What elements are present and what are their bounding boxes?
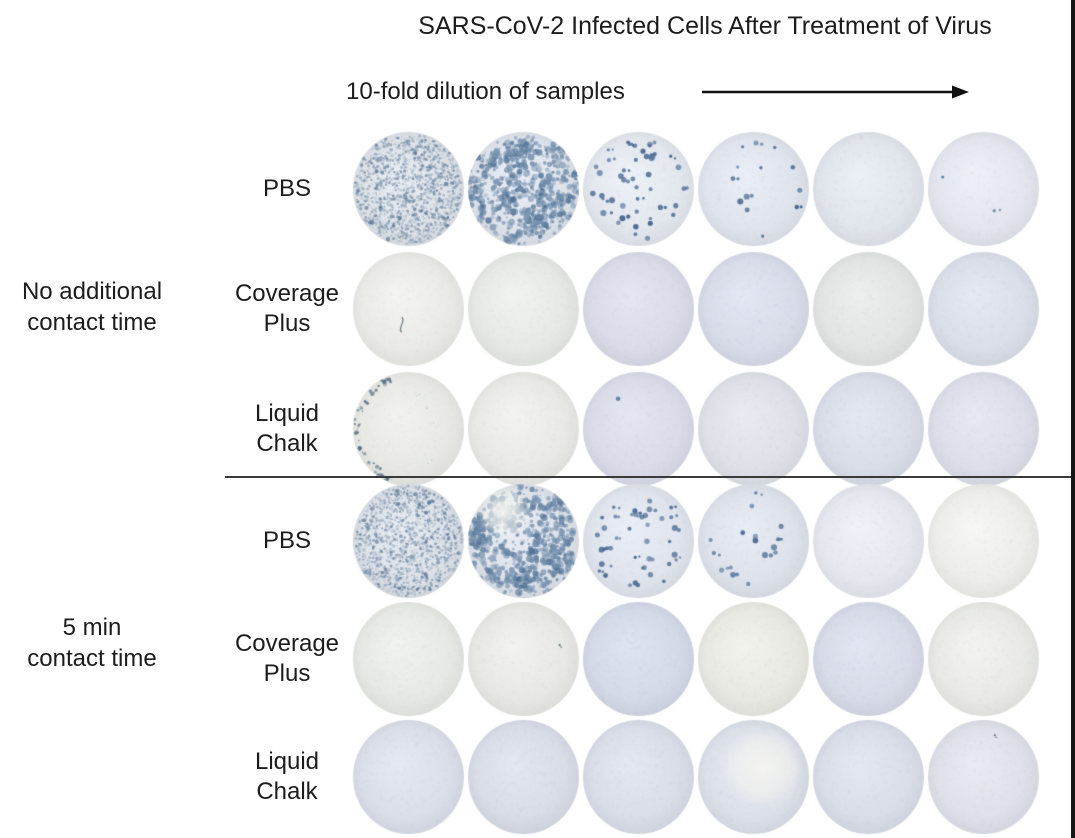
group-label: 5 min contact time bbox=[4, 612, 180, 674]
row-label-line: PBS bbox=[262, 527, 312, 554]
assay-well bbox=[352, 131, 465, 247]
assay-well bbox=[352, 483, 465, 599]
assay-well bbox=[812, 483, 925, 599]
dilution-label: 10-fold dilution of samples bbox=[346, 78, 625, 105]
group-label-line: contact time bbox=[27, 645, 157, 672]
assay-well bbox=[352, 601, 465, 717]
row-label: Liquid Chalk bbox=[212, 747, 362, 807]
assay-well bbox=[352, 371, 465, 487]
assay-well bbox=[927, 483, 1040, 599]
assay-well bbox=[927, 601, 1040, 717]
assay-well bbox=[697, 251, 810, 367]
frame-right-border bbox=[1071, 0, 1075, 838]
row-label: PBS bbox=[212, 174, 362, 204]
assay-well bbox=[582, 131, 695, 247]
row-label-line: Coverage bbox=[234, 280, 340, 307]
row-label-line: Liquid bbox=[254, 748, 320, 775]
assay-well bbox=[812, 371, 925, 487]
assay-well bbox=[697, 719, 810, 835]
assay-well bbox=[812, 131, 925, 247]
assay-well bbox=[352, 251, 465, 367]
assay-well bbox=[582, 719, 695, 835]
assay-well bbox=[467, 719, 580, 835]
assay-well bbox=[927, 251, 1040, 367]
assay-well bbox=[352, 719, 465, 835]
assay-well bbox=[467, 483, 580, 599]
assay-well bbox=[927, 719, 1040, 835]
row-label-line: Chalk bbox=[256, 430, 318, 457]
assay-well bbox=[467, 371, 580, 487]
row-label: Liquid Chalk bbox=[212, 399, 362, 459]
assay-well bbox=[697, 371, 810, 487]
right-arrow-icon bbox=[702, 85, 969, 99]
group-divider bbox=[225, 476, 1072, 478]
figure-title: SARS-CoV-2 Infected Cells After Treatmen… bbox=[418, 12, 992, 40]
row-label: PBS bbox=[212, 526, 362, 556]
group-label-line: No additional bbox=[21, 278, 163, 305]
group-label-line: 5 min bbox=[62, 614, 122, 641]
row-label-line: Plus bbox=[263, 660, 311, 687]
row-label: Coverage Plus bbox=[212, 629, 362, 689]
row-label-line: Chalk bbox=[256, 778, 318, 805]
group-label: No additional contact time bbox=[4, 276, 180, 338]
assay-well bbox=[927, 371, 1040, 487]
row-label-line: Coverage bbox=[234, 630, 340, 657]
row-label-line: PBS bbox=[262, 175, 312, 202]
assay-well bbox=[582, 251, 695, 367]
row-label: Coverage Plus bbox=[212, 279, 362, 339]
group-label-line: contact time bbox=[27, 309, 157, 336]
assay-well bbox=[697, 483, 810, 599]
assay-well bbox=[927, 131, 1040, 247]
assay-well bbox=[467, 601, 580, 717]
assay-well bbox=[582, 483, 695, 599]
assay-well bbox=[697, 601, 810, 717]
assay-well bbox=[467, 131, 580, 247]
row-label-line: Liquid bbox=[254, 400, 320, 427]
assay-well bbox=[812, 251, 925, 367]
assay-well bbox=[582, 371, 695, 487]
assay-well bbox=[582, 601, 695, 717]
assay-well bbox=[697, 131, 810, 247]
row-label-line: Plus bbox=[263, 310, 311, 337]
assay-well bbox=[812, 719, 925, 835]
assay-well bbox=[812, 601, 925, 717]
assay-well bbox=[467, 251, 580, 367]
